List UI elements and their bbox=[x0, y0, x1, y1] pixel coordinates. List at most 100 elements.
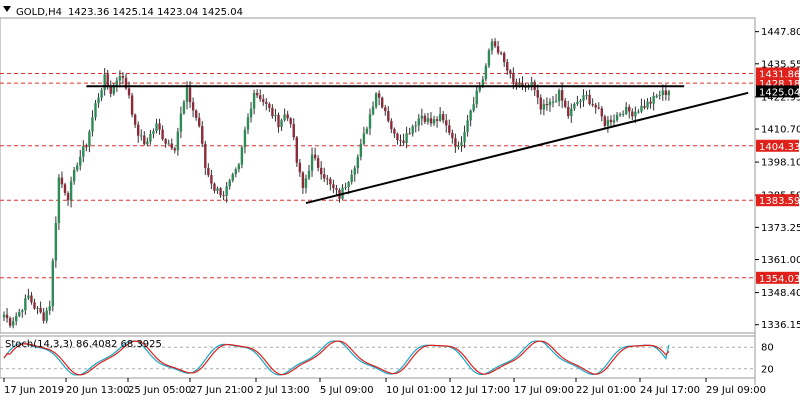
stochastic-label: Stoch(14,3,3) 86.4082 68.3925 bbox=[5, 339, 162, 350]
candle-body bbox=[222, 195, 225, 197]
candle bbox=[579, 98, 582, 109]
candle-body bbox=[88, 131, 91, 147]
candle-body bbox=[576, 101, 579, 105]
candle-body bbox=[469, 110, 472, 121]
candle bbox=[460, 136, 463, 152]
candle-body bbox=[646, 101, 649, 108]
candle bbox=[85, 143, 88, 152]
candle-body bbox=[60, 177, 64, 185]
candle-body bbox=[21, 310, 24, 312]
level-tag-box bbox=[756, 67, 799, 80]
candle bbox=[496, 40, 500, 55]
candle-body bbox=[109, 85, 112, 94]
candle-body bbox=[609, 119, 613, 123]
candle bbox=[432, 115, 436, 127]
candle bbox=[457, 141, 460, 150]
candle bbox=[478, 82, 481, 93]
candle bbox=[399, 134, 402, 147]
level-tag: 1404.33 bbox=[756, 139, 800, 153]
candle bbox=[615, 111, 619, 123]
candle-body bbox=[542, 104, 546, 110]
candle-body bbox=[393, 129, 396, 134]
candle-body bbox=[2, 314, 6, 318]
candle bbox=[51, 258, 54, 312]
candle bbox=[625, 102, 628, 115]
price-panel[interactable] bbox=[0, 17, 756, 334]
candle-body bbox=[426, 118, 430, 122]
candle-body bbox=[396, 133, 399, 141]
candle-body bbox=[259, 95, 262, 100]
candle-body bbox=[228, 180, 231, 187]
candle bbox=[5, 308, 9, 323]
candle bbox=[487, 48, 491, 68]
candle-body bbox=[582, 95, 585, 101]
candle-body bbox=[390, 120, 393, 130]
candle-body bbox=[579, 100, 582, 102]
candle bbox=[82, 140, 85, 163]
candle bbox=[649, 97, 652, 109]
candle bbox=[628, 104, 631, 119]
candle-body bbox=[237, 164, 241, 170]
candle bbox=[137, 121, 140, 143]
candle bbox=[27, 288, 30, 301]
ascending-trendline[interactable] bbox=[305, 91, 749, 205]
candle-body bbox=[191, 102, 195, 111]
candle-body bbox=[85, 146, 88, 148]
price-tick-label: 1410.70 bbox=[761, 125, 800, 136]
candle bbox=[551, 96, 555, 108]
candle-body bbox=[173, 148, 176, 151]
candle-body bbox=[414, 125, 417, 127]
stochastic-tick-label: 80 bbox=[761, 343, 774, 354]
candle bbox=[262, 94, 265, 106]
candle bbox=[591, 98, 594, 107]
candle-body bbox=[72, 169, 76, 182]
candle bbox=[21, 308, 24, 318]
candle bbox=[405, 126, 408, 149]
candle-body bbox=[219, 188, 222, 196]
candle bbox=[316, 155, 320, 172]
candle bbox=[274, 108, 277, 122]
candle-body bbox=[381, 97, 384, 108]
candle bbox=[176, 127, 180, 156]
candle-body bbox=[329, 179, 332, 185]
candle-body bbox=[384, 107, 387, 112]
candle-body bbox=[255, 92, 259, 96]
candle bbox=[554, 93, 558, 103]
candle bbox=[36, 306, 39, 315]
candle bbox=[530, 76, 533, 91]
candle-body bbox=[292, 123, 295, 138]
candle-body bbox=[198, 117, 201, 127]
candle bbox=[393, 127, 396, 138]
candle-body bbox=[466, 120, 469, 132]
candle bbox=[243, 126, 247, 154]
candle-body bbox=[478, 85, 481, 91]
candle-body bbox=[280, 120, 283, 128]
candle bbox=[377, 90, 381, 106]
candle bbox=[652, 92, 655, 111]
candle-body bbox=[554, 101, 558, 103]
candle-body bbox=[301, 172, 305, 188]
candle bbox=[588, 89, 591, 106]
candle-body bbox=[91, 117, 94, 132]
candle-body bbox=[615, 114, 619, 121]
candle bbox=[265, 98, 268, 111]
candle-body bbox=[490, 41, 494, 51]
candle bbox=[362, 126, 366, 146]
candle bbox=[381, 96, 384, 109]
candle-body bbox=[127, 88, 131, 96]
triangle-down-icon[interactable] bbox=[3, 6, 11, 12]
candle-body bbox=[45, 310, 48, 321]
candle-body bbox=[57, 177, 61, 223]
candle bbox=[72, 167, 76, 185]
candle-body bbox=[164, 139, 167, 144]
candle-body bbox=[313, 154, 317, 159]
ohlc-readout: 1423.36 1425.14 1423.04 1425.04 bbox=[68, 7, 243, 18]
candle-body bbox=[30, 295, 33, 303]
candle bbox=[271, 104, 274, 119]
candle bbox=[597, 102, 600, 110]
candle bbox=[655, 93, 658, 99]
stochastic-panel[interactable]: Stoch(14,3,3) 86.4082 68.3925 bbox=[0, 335, 756, 379]
candle bbox=[179, 106, 183, 139]
candle-body bbox=[271, 107, 274, 117]
